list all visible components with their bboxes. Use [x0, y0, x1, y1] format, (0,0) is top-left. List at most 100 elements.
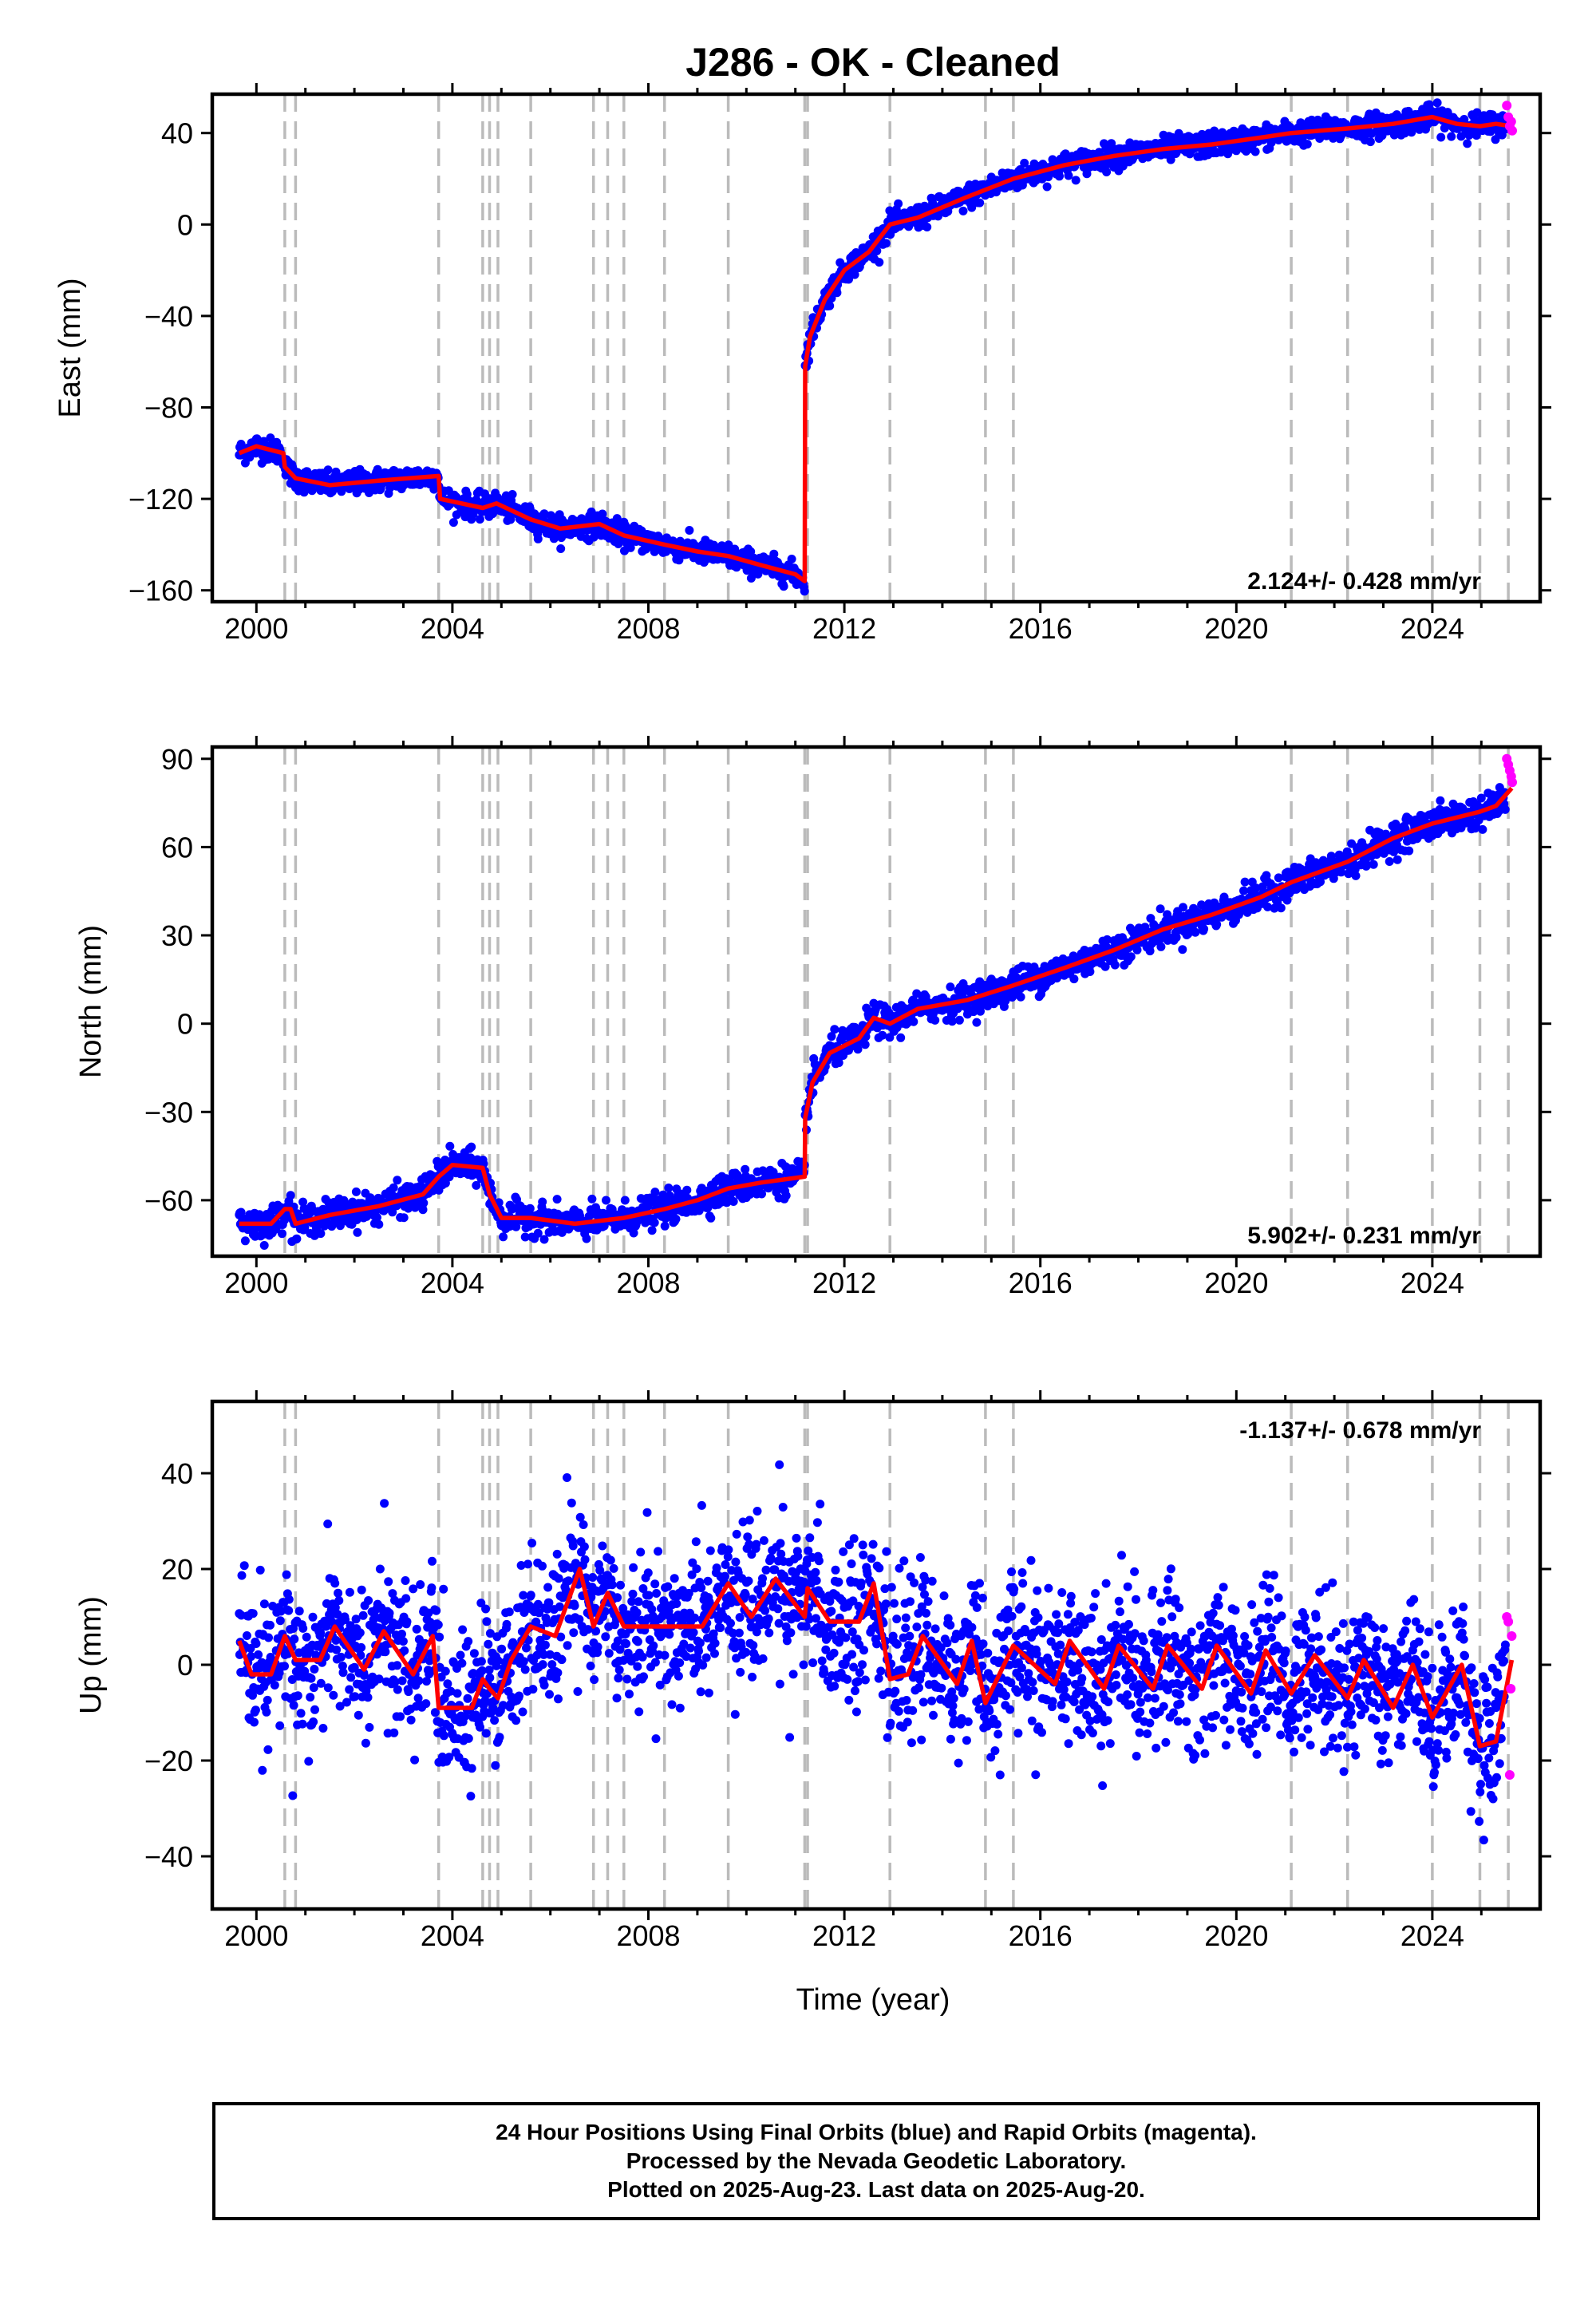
final-orbit-point: [363, 1693, 373, 1702]
final-orbit-point: [381, 1647, 390, 1657]
final-orbit-point: [1082, 169, 1092, 179]
final-orbit-point: [443, 1679, 452, 1689]
final-orbit-point: [329, 1690, 338, 1700]
y-axis-label: North (mm): [74, 925, 108, 1078]
final-orbit-point: [353, 1227, 362, 1237]
final-orbit-point: [323, 1520, 333, 1528]
rapid-orbit-point: [1507, 777, 1517, 788]
final-orbit-point: [520, 1232, 530, 1242]
final-orbit-point: [310, 1665, 319, 1674]
final-orbit-point: [309, 1683, 318, 1693]
final-orbit-point: [1042, 182, 1052, 192]
final-orbit-point: [306, 1674, 316, 1683]
y-axis-label: East (mm): [53, 278, 87, 417]
final-orbit-point: [525, 1203, 535, 1213]
final-orbit-point: [334, 1588, 343, 1598]
final-orbit-point: [834, 1058, 843, 1068]
final-orbit-point: [374, 1219, 384, 1229]
final-orbit-point: [523, 1559, 532, 1569]
final-orbit-point: [650, 1218, 659, 1227]
final-orbit-point: [428, 1556, 437, 1566]
final-orbit-point: [275, 1616, 285, 1626]
final-orbit-point: [416, 1580, 425, 1589]
final-orbit-point: [1274, 873, 1283, 883]
final-orbit-point: [298, 1197, 308, 1207]
final-orbit-point: [787, 555, 796, 563]
final-orbit-point: [259, 1599, 269, 1609]
final-orbit-point: [374, 1674, 384, 1684]
final-orbit-point: [647, 1226, 657, 1235]
final-orbit-point: [440, 1666, 450, 1676]
final-orbit-point: [248, 1690, 257, 1700]
final-orbit-point: [286, 1191, 295, 1200]
final-orbit-point: [334, 1596, 344, 1605]
final-orbit-point: [1156, 942, 1166, 951]
final-orbit-point: [323, 465, 333, 475]
final-orbit-point: [582, 1234, 591, 1243]
final-orbit-point: [421, 1699, 431, 1709]
final-orbit-point: [1298, 133, 1307, 143]
panel-east: 2000 2004 2008 2012 2016 2020 2024−160−120−80−…: [53, 83, 1551, 645]
plot-frame: [210, 745, 1543, 1259]
final-orbit-point: [445, 1141, 455, 1151]
final-orbit-point: [1085, 967, 1095, 976]
final-orbit-point: [463, 1694, 472, 1703]
final-orbit-point: [264, 1633, 273, 1642]
final-orbit-point: [308, 1612, 318, 1622]
final-orbit-point: [1276, 903, 1286, 913]
final-orbit-point: [345, 1685, 354, 1694]
final-orbit-point: [464, 1733, 473, 1743]
final-orbit-point: [364, 1596, 373, 1605]
final-orbit-point: [1100, 962, 1110, 971]
final-orbit-point: [335, 1701, 345, 1711]
final-orbit-point: [369, 1615, 378, 1624]
y-tick-label: 0: [177, 208, 193, 241]
final-orbit-point: [1432, 98, 1442, 108]
final-orbit-point: [1351, 871, 1361, 880]
final-orbit-point: [685, 526, 694, 535]
final-orbit-point: [402, 1617, 412, 1626]
final-orbit-point: [482, 1617, 492, 1626]
final-orbit-point: [508, 490, 517, 499]
final-orbit-point: [296, 1709, 306, 1718]
final-orbit-point: [365, 1722, 374, 1732]
final-orbit-point: [388, 1207, 397, 1217]
rate-label: 2.124+/- 0.428 mm/yr: [1247, 568, 1481, 595]
final-orbit-point: [1251, 883, 1261, 893]
final-orbit-point: [388, 1589, 397, 1599]
rapid-orbit-point: [1506, 117, 1516, 127]
final-orbit-point: [475, 515, 484, 524]
final-orbit-point: [947, 1017, 957, 1026]
final-orbit-point: [342, 1697, 351, 1707]
final-orbit-point: [280, 1662, 289, 1671]
final-orbit-point: [527, 1539, 537, 1547]
final-orbit-point: [310, 1705, 319, 1714]
final-orbit-point: [881, 239, 891, 248]
final-orbit-point: [418, 1205, 428, 1215]
final-orbit-point: [373, 464, 382, 474]
final-orbit-point: [330, 1579, 340, 1588]
final-orbit-point: [543, 1583, 553, 1592]
final-orbit-point: [1001, 996, 1010, 1006]
final-orbit-point: [1069, 974, 1079, 984]
final-orbit-point: [502, 1619, 512, 1629]
final-orbit-point: [660, 1221, 670, 1231]
final-orbit-point: [1436, 132, 1446, 142]
final-orbit-point: [516, 1561, 526, 1570]
final-orbit-point: [258, 1765, 267, 1775]
final-orbit-point: [393, 1685, 402, 1694]
final-orbit-point: [1369, 860, 1378, 869]
final-orbit-point: [406, 1715, 416, 1725]
final-orbit-point: [533, 1228, 543, 1238]
final-orbit-point: [266, 1620, 275, 1630]
final-orbit-point: [1500, 804, 1510, 814]
final-orbit-point: [457, 1658, 467, 1668]
y-tick-label: −40: [144, 300, 193, 333]
final-orbit-point: [361, 1738, 370, 1748]
final-orbit-point: [587, 1194, 597, 1203]
final-orbit-point: [467, 1142, 476, 1152]
final-orbit-point: [476, 1722, 484, 1732]
final-orbit-point: [247, 1652, 256, 1662]
final-orbit-point: [433, 1620, 443, 1630]
final-orbit-point: [629, 1228, 638, 1238]
